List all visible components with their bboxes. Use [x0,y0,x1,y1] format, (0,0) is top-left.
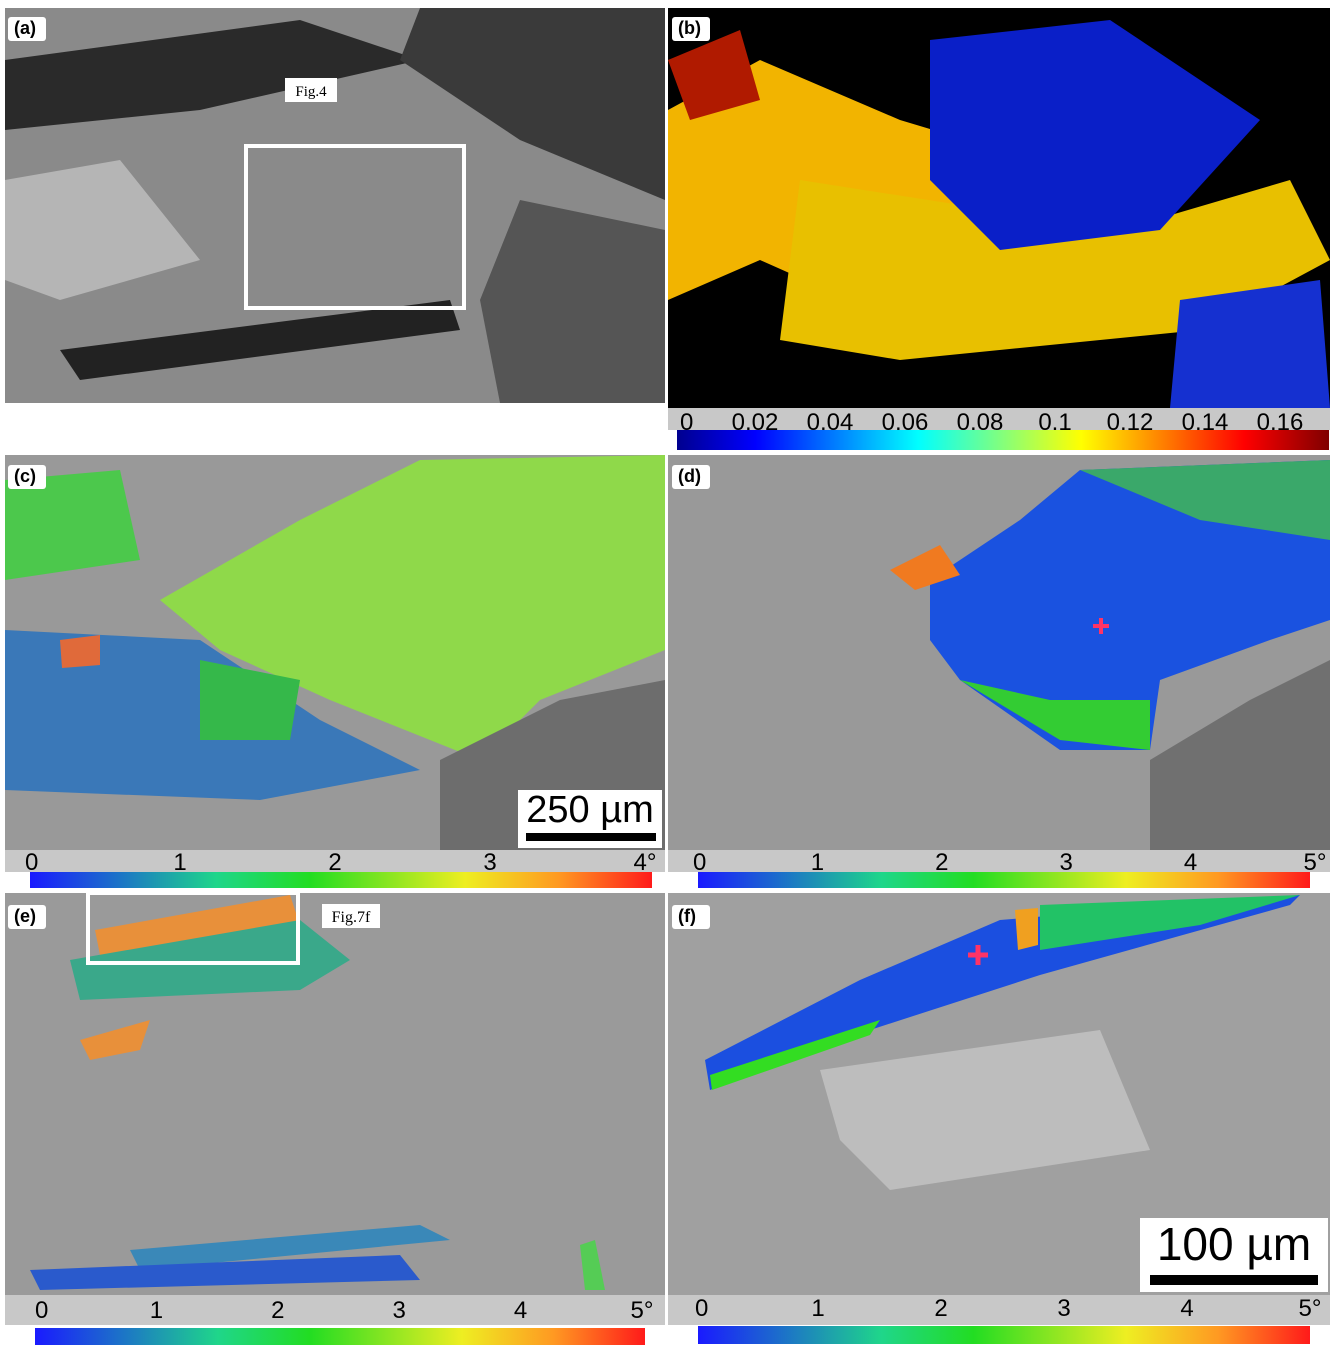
panel-label-bg [8,17,46,41]
annotation: Fig.7f [332,909,371,926]
panel-label: (e) [14,906,36,926]
colorbar-tick-label: 0 [25,849,38,876]
colorbar-tick-label: 3 [1057,1295,1070,1322]
colorbar-tick-label: 3 [393,1297,406,1324]
panel-c [5,455,665,888]
colorbar-tick-label: 2 [328,849,341,876]
colorbar-tick-label: 1 [150,1297,163,1324]
panel-f [668,893,1330,1344]
colorbar-tick-label: 4 [1184,849,1197,876]
colorbar-tick-label: 3 [483,849,496,876]
colorbar-tick-label: 2 [271,1297,284,1324]
colorbar-tick-label: 1 [811,849,824,876]
panel-label: (c) [14,466,36,486]
panel-label-bg [672,905,710,929]
colorbar-tick-label: 5° [631,1297,654,1324]
colorbar-tick-label: 0 [35,1297,48,1324]
panel-label-bg [8,905,46,929]
colorbar-tick-label: 0.04 [807,409,854,436]
colorbar-tick-label: 4° [634,849,657,876]
colorbar-tick-label: 2 [934,1295,947,1322]
panel-label: (a) [14,18,36,38]
colorbar-tick-label: 0.02 [732,409,779,436]
panel-label-bg [672,465,710,489]
colorbar-tick-label: 0.14 [1182,409,1229,436]
colorbar-tick-label: 0 [680,409,693,436]
colorbar-tick-label: 0.1 [1038,409,1071,436]
panel-label-bg [8,465,46,489]
colorbar-tick-label: 0 [695,1295,708,1322]
panel-label: (b) [678,18,701,38]
colorbar-tick-label: 0.12 [1107,409,1154,436]
colorbar-tick-label: 0 [693,849,706,876]
colorbar-tick-label: 4 [514,1297,527,1324]
colorbar-tick-label: 0.06 [882,409,929,436]
colorbar-tick-label: 1 [173,849,186,876]
colorbar-tick-label: 5° [1299,1295,1322,1322]
colorbar-tick-label: 0.08 [957,409,1004,436]
colorbar-tick-label: 3 [1060,849,1073,876]
panel-b [668,8,1330,450]
scale-bar-label: 250 µm [526,789,654,831]
panel-label: (d) [678,466,701,486]
annotation: Fig.4 [295,84,327,100]
colorbar-tick-label: 5° [1304,849,1327,876]
panel-a [5,8,665,403]
panel-label-bg [672,17,710,41]
colorbar-tick-label: 0.16 [1257,409,1304,436]
panel-e [5,891,665,1345]
colorbar-tick-label: 1 [811,1295,824,1322]
colorbar-tick-label: 4 [1180,1295,1193,1322]
colorbar-tick-label: 2 [935,849,948,876]
panel-d [668,455,1330,888]
panel-label: (f) [678,906,696,926]
scale-bar-label: 100 µm [1157,1218,1311,1270]
